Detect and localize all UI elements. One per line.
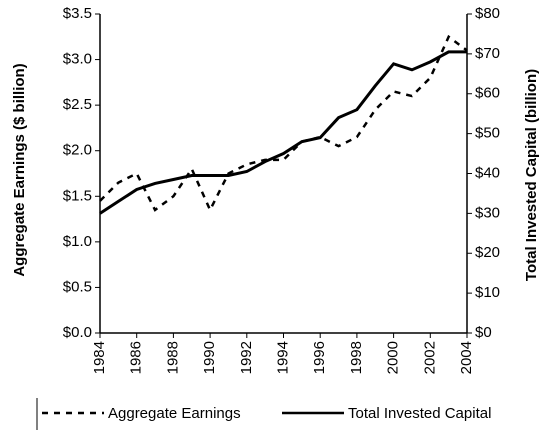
x-tick-label: 2002: [421, 341, 438, 374]
y2-tick-label: $70: [475, 45, 500, 62]
y-tick-label: $2.0: [63, 142, 92, 159]
y-tick-label: $3.5: [63, 5, 92, 22]
series-line: [99, 50, 467, 215]
x-tick-label: 2000: [385, 341, 402, 374]
x-tick-label: 1984: [91, 341, 108, 374]
x-tick-label: 1990: [201, 341, 218, 374]
y-tick-label: $1.5: [63, 187, 92, 204]
x-tick-label: 1994: [274, 341, 291, 374]
y-tick-label: $2.5: [63, 96, 92, 113]
y2-tick-label: $40: [475, 164, 500, 181]
y-tick-label: $3.0: [63, 51, 92, 68]
legend-label: Total Invested Capital: [348, 405, 491, 422]
y2-axis-title: Total Invested Capital (billion): [523, 69, 540, 281]
y-tick-label: $1.0: [63, 233, 92, 250]
y2-tick-label: $50: [475, 125, 500, 142]
x-tick-label: 1988: [164, 341, 181, 374]
y-tick-label: $0.5: [63, 278, 92, 295]
y-axis-title: Aggregate Earnings ($ billion): [11, 63, 28, 276]
x-tick-label: 1998: [348, 341, 365, 374]
y2-tick-label: $10: [475, 284, 500, 301]
x-tick-label: 1992: [238, 341, 255, 374]
y2-tick-label: $0: [475, 324, 492, 341]
x-tick-label: 2004: [458, 341, 475, 374]
y2-tick-label: $80: [475, 5, 500, 22]
x-tick-label: 1986: [128, 341, 145, 374]
legend-label: Aggregate Earnings: [108, 405, 241, 422]
y-tick-label: $0.0: [63, 324, 92, 341]
x-tick-label: 1996: [311, 341, 328, 374]
y2-tick-label: $20: [475, 244, 500, 261]
y2-tick-label: $60: [475, 85, 500, 102]
y2-tick-label: $30: [475, 204, 500, 221]
